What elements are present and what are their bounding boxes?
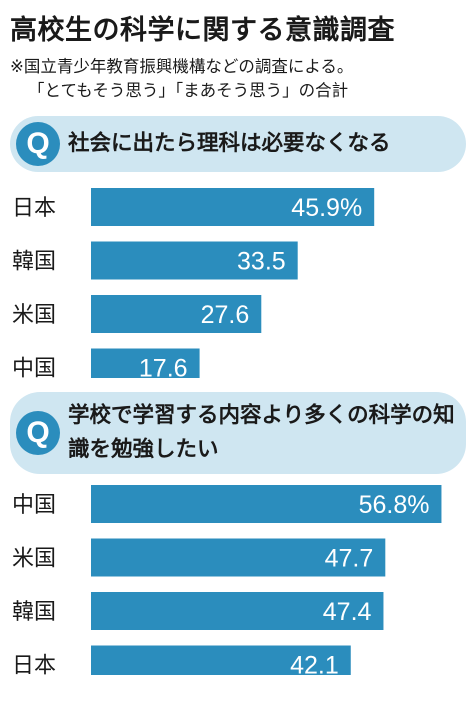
bar [91,592,384,630]
bar [91,485,442,523]
bar [91,645,351,675]
question-text-2: 学校で学習する内容より多くの科学の知識を勉強したい [68,403,455,462]
category-label: 韓国 [12,250,56,275]
question-header-1: Q 社会に出たら理科は必要なくなる [10,116,466,172]
chart-title: 高校生の科学に関する意識調査 [10,15,395,46]
value-label: 47.4 [323,598,372,626]
bar-chart-1: 日本 45.9% 韓国 33.5 米国 27.6 中国 17.6 [12,188,375,379]
question-icon: Q [16,122,60,166]
value-label: 45.9% [291,194,362,222]
value-label: 42.1 [290,652,339,676]
question-header-2: Q 学校で学習する内容より多くの科学の知識を勉強したい [10,392,466,474]
bar [91,188,375,226]
category-label: 米国 [12,547,56,572]
question-icon: Q [16,411,60,455]
bar-chart-2: 中国 56.8% 米国 47.7 韓国 47.4 日本 42.1 [12,485,442,676]
sum-note: 「とてもそう思う」「まあそう思う」の合計 [28,81,349,100]
value-label: 33.5 [237,248,286,276]
bar [91,538,386,577]
value-label: 17.6 [139,355,188,379]
category-label: 米国 [12,303,56,328]
source-note: ※国立青少年教育振興機構などの調査による。 [10,57,354,76]
category-label: 日本 [12,196,56,221]
category-label: 日本 [12,654,56,676]
bar [91,348,200,378]
question-text-1: 社会に出たら理科は必要なくなる [68,131,391,156]
value-label: 47.7 [325,545,374,573]
category-label: 中国 [12,357,56,379]
category-label: 韓国 [12,600,56,625]
value-label: 56.8% [359,491,430,519]
bar [91,241,298,280]
bar [91,295,262,333]
category-label: 中国 [12,493,56,518]
value-label: 27.6 [201,301,250,329]
